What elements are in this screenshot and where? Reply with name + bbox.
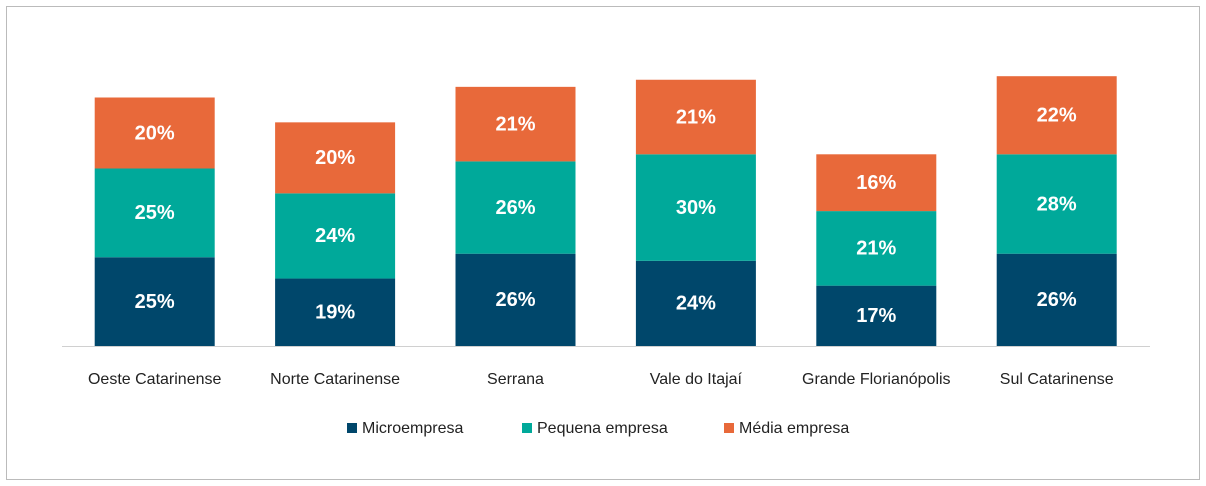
legend-label: Média empresa — [739, 420, 849, 437]
legend-label: Microempresa — [362, 420, 463, 437]
data-label: 28% — [1037, 193, 1077, 215]
bar-segment — [275, 278, 396, 346]
bar-segment — [455, 253, 576, 346]
data-label: 20% — [315, 147, 355, 169]
data-label: 17% — [856, 305, 896, 327]
bar-segment — [816, 211, 937, 286]
bar-segment — [94, 97, 215, 169]
bar-segment — [455, 86, 576, 162]
x-tick-label: Grande Florianópolis — [802, 371, 951, 388]
data-label: 19% — [315, 302, 355, 324]
bar-segment — [275, 193, 396, 279]
legend-swatch — [347, 423, 357, 433]
x-tick-label: Oeste Catarinense — [88, 371, 222, 388]
bar-segment — [816, 154, 937, 212]
data-label: 22% — [1037, 105, 1077, 127]
bar-segment — [94, 257, 215, 346]
data-label: 24% — [315, 225, 355, 247]
bar-segment — [996, 76, 1117, 155]
bar-segment — [996, 154, 1117, 254]
x-tick-label: Vale do Itajaí — [650, 371, 743, 388]
bar-segment — [275, 122, 396, 194]
x-tick-label: Sul Catarinense — [1000, 371, 1114, 388]
data-label: 21% — [495, 113, 535, 135]
data-label: 25% — [135, 202, 175, 224]
data-label: 21% — [856, 238, 896, 260]
bar-segment — [94, 168, 215, 258]
data-label: 21% — [676, 106, 716, 128]
bar-segment — [816, 285, 937, 346]
legend-swatch — [522, 423, 532, 433]
data-label: 30% — [676, 197, 716, 219]
data-label: 24% — [676, 293, 716, 315]
data-label: 16% — [856, 172, 896, 194]
bar-segment — [635, 154, 756, 261]
bar-segment — [996, 253, 1117, 346]
data-label: 26% — [1037, 289, 1077, 311]
bar-segment — [455, 161, 576, 254]
x-tick-label: Serrana — [487, 371, 544, 388]
legend-swatch — [724, 423, 734, 433]
data-label: 20% — [135, 122, 175, 144]
bar-segment — [635, 260, 756, 346]
data-label: 26% — [495, 289, 535, 311]
legend-label: Pequena empresa — [537, 420, 668, 437]
data-label: 25% — [135, 291, 175, 313]
x-tick-label: Norte Catarinense — [270, 371, 400, 388]
data-label: 26% — [495, 197, 535, 219]
bar-segment — [635, 79, 756, 155]
